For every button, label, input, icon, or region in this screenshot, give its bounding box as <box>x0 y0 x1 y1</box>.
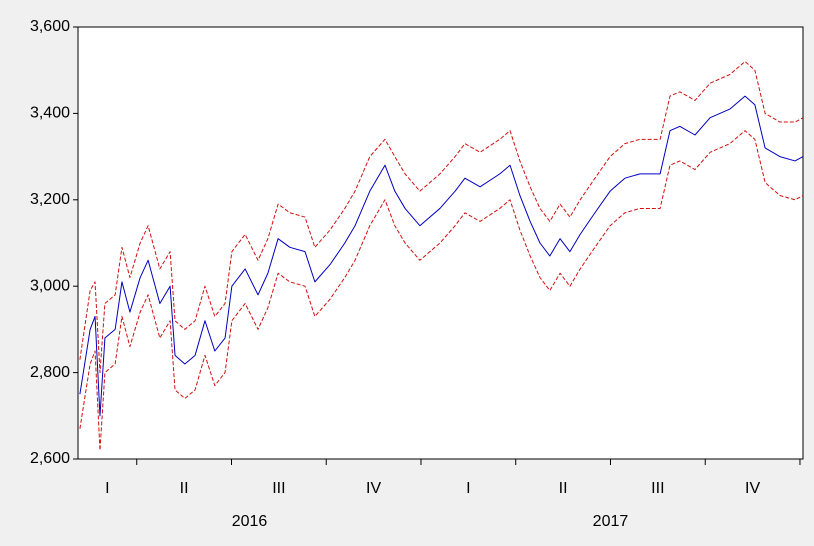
band-line <box>79 61 804 374</box>
y-tick-label: 3,600 <box>30 18 70 35</box>
quarter-label: I <box>105 480 109 497</box>
y-tick-label: 3,000 <box>30 277 70 294</box>
y-tick-label: 3,400 <box>30 105 70 122</box>
quarter-label: II <box>180 480 189 497</box>
quarter-label: IV <box>366 480 381 497</box>
year-label: 2017 <box>593 513 629 530</box>
y-tick-label: 3,200 <box>30 191 70 208</box>
quarter-label: III <box>651 480 664 497</box>
quarter-label: I <box>466 480 470 497</box>
y-tick-label: 2,600 <box>30 450 70 467</box>
y-tick-label: 2,800 <box>30 364 70 381</box>
band-line <box>79 130 804 451</box>
quarter-label: IV <box>745 480 760 497</box>
quarter-label: II <box>559 480 568 497</box>
forecast-line <box>79 95 804 417</box>
quarter-label: III <box>272 480 285 497</box>
plot-area <box>77 26 804 460</box>
year-label: 2016 <box>232 513 268 530</box>
